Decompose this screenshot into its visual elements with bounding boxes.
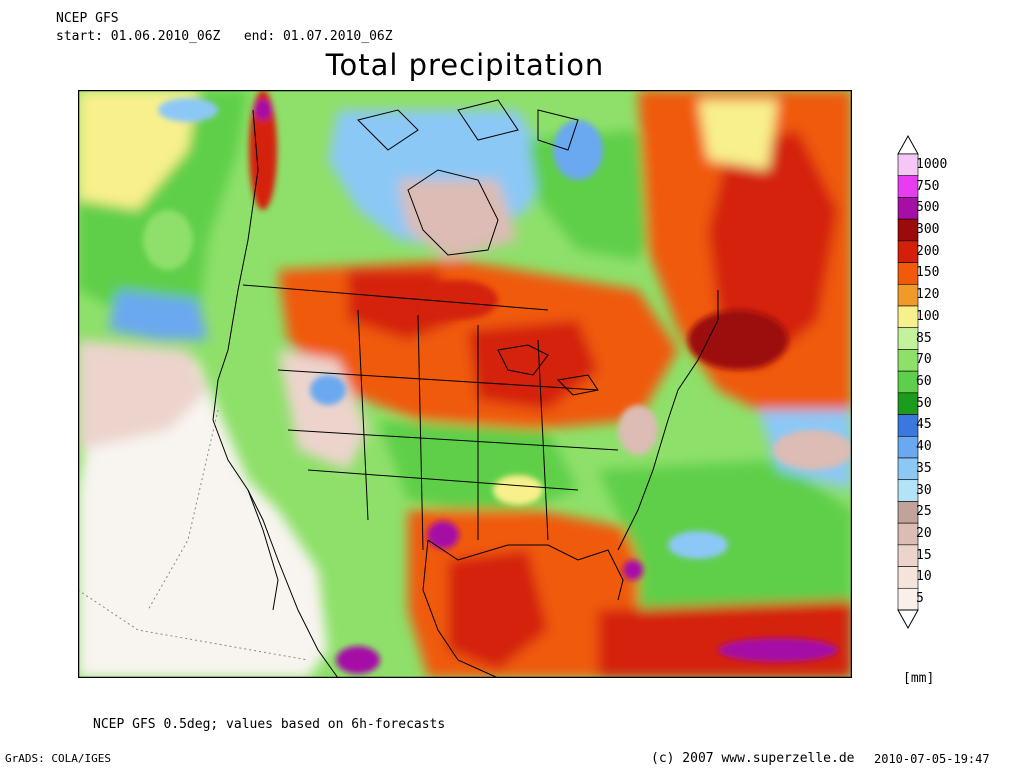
colorbar-swatch-120 [897, 283, 919, 307]
colorbar-swatch-45 [897, 414, 919, 437]
west-coast [212, 109, 339, 678]
colorbar-label: 20 [916, 526, 932, 541]
colorbar-label: 35 [916, 460, 932, 476]
arctic-islands [357, 99, 579, 151]
precip-fields [78, 90, 852, 678]
precipitation-map [78, 90, 852, 678]
coastlines-borders [212, 99, 719, 678]
colorbar-swatch-85 [897, 327, 919, 350]
colorbar-label: 45 [916, 417, 932, 433]
copyright: (c) 2007 www.superzelle.de [651, 751, 855, 766]
gulf-coast [427, 539, 624, 601]
east-coast [617, 290, 719, 551]
colorbar-label: 85 [916, 330, 932, 346]
grads-credit: GrADS: COLA/IGES [5, 752, 111, 765]
colorbar-swatch-35 [897, 457, 919, 481]
colorbar [897, 134, 919, 630]
colorbar-arrow-top [897, 134, 919, 155]
colorbar-label: 150 [916, 265, 940, 281]
colorbar-label: 300 [916, 222, 940, 237]
colorbar-label: 25 [916, 504, 932, 520]
caribbean-red [598, 600, 852, 678]
rockies-brown [278, 350, 368, 470]
colorbar-label: 50 [916, 395, 932, 411]
colorbar-swatch-500 [897, 197, 919, 220]
colorbar-label: 120 [916, 287, 940, 303]
colorbar-swatch-50 [897, 392, 919, 415]
colorbar-swatch-750 [897, 175, 919, 198]
colorbar-swatch-150 [897, 262, 919, 285]
dry-pacific [78, 340, 208, 450]
colorbar-swatch-20 [897, 522, 919, 546]
colorbar-swatch-10 [897, 566, 919, 589]
state-lines [277, 309, 619, 551]
colorbar-swatch-30 [897, 479, 919, 502]
colorbar-swatch-40 [897, 435, 919, 459]
colorbar-swatch-15 [897, 544, 919, 567]
period-label: start: 01.06.2010_06Z end: 01.07.2010_06… [56, 29, 393, 44]
timestamp: 2010-07-05-19:47 [874, 752, 990, 766]
colorbar-label: 30 [916, 482, 932, 498]
colorbar-arrow-bottom [897, 609, 919, 630]
colorbar-swatch-60 [897, 370, 919, 394]
model-label: NCEP GFS [56, 11, 119, 26]
colorbar-label: 5 [916, 591, 924, 607]
unit-label: [mm] [903, 671, 935, 686]
canada-us-border [242, 284, 549, 311]
greenland-yellow [698, 100, 778, 170]
colorbar-label: 15 [916, 547, 932, 563]
colorbar-label: 40 [916, 439, 932, 455]
map-frame [78, 90, 852, 678]
colorbar-swatch-1000 [897, 153, 919, 177]
colorbar-label: 10 [916, 569, 932, 585]
mexico-east [422, 539, 499, 678]
colorbar-swatch-300 [897, 218, 919, 242]
colorbar-swatch-70 [897, 349, 919, 372]
colorbar-swatch-100 [897, 305, 919, 329]
precip-details [143, 90, 852, 674]
pacific-blue [108, 290, 208, 340]
colorbar-label: 60 [916, 374, 932, 389]
atlantic-darkred [708, 130, 838, 370]
colorbar-swatch-5 [897, 587, 919, 611]
colorbar-swatch-200 [897, 240, 919, 263]
footer-note: NCEP GFS 0.5deg; values based on 6h-fore… [93, 717, 446, 732]
baja [247, 489, 279, 611]
pacific-yellow [78, 90, 198, 210]
map-title: Total precipitation [325, 48, 605, 82]
hudson-bay [407, 169, 499, 256]
colorbar-label: 200 [916, 243, 940, 259]
colorbar-swatch-25 [897, 501, 919, 524]
colorbar-label: 750 [916, 178, 940, 194]
gulf-darkred [448, 550, 548, 670]
colorbar-label: 500 [916, 200, 940, 216]
colorbar-label: 100 [916, 308, 940, 324]
colorbar-label: 70 [916, 352, 932, 368]
colorbar-label: 1000 [916, 156, 948, 172]
dry-southwest [78, 360, 328, 678]
